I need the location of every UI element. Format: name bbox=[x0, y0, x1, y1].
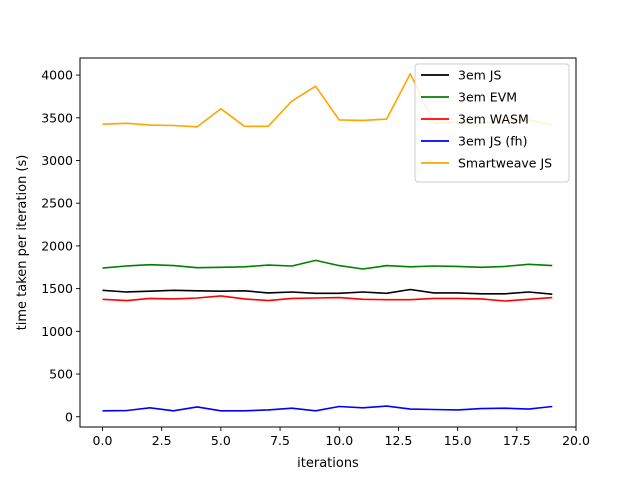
y-axis: 0 500 1000 1500 2000 2500 3000 3500 4000 bbox=[41, 68, 80, 424]
y-tick-label: 2500 bbox=[41, 196, 73, 211]
x-tick-label: 10.0 bbox=[325, 433, 353, 448]
x-axis-label: iterations bbox=[297, 456, 359, 471]
y-tick-label: 500 bbox=[49, 367, 73, 382]
y-tick-label: 4000 bbox=[41, 68, 73, 83]
legend: 3em JS 3em EVM 3em WASM 3em JS (fh) Smartwea… bbox=[414, 63, 570, 183]
y-tick-label: 2000 bbox=[41, 238, 73, 253]
x-tick-label: 5.0 bbox=[211, 433, 231, 448]
y-tick-label: 3000 bbox=[41, 153, 73, 168]
x-tick-label: 17.5 bbox=[503, 433, 531, 448]
x-tick-label: 2.5 bbox=[152, 433, 172, 448]
legend-label: Smartweave JS bbox=[458, 156, 552, 171]
legend-label: 3em WASM bbox=[458, 112, 529, 127]
y-axis-label: time taken per iteration (s) bbox=[15, 155, 30, 331]
y-tick-label: 0 bbox=[65, 409, 73, 424]
legend-box bbox=[414, 63, 570, 183]
x-tick-label: 12.5 bbox=[385, 433, 413, 448]
y-tick-label: 1500 bbox=[41, 281, 73, 296]
x-axis: 0.0 2.5 5.0 7.5 10.0 12.5 15.0 17.5 20.0 bbox=[93, 427, 590, 448]
legend-label: 3em JS (fh) bbox=[458, 134, 527, 149]
series-line-4 bbox=[102, 405, 553, 412]
y-tick-label: 1000 bbox=[41, 324, 73, 339]
x-tick-label: 20.0 bbox=[562, 433, 590, 448]
series-line-1 bbox=[102, 288, 553, 295]
legend-label: 3em EVM bbox=[458, 90, 517, 105]
y-tick-label: 3500 bbox=[41, 110, 73, 125]
plot-area-frame bbox=[79, 57, 577, 428]
x-tick-label: 15.0 bbox=[444, 433, 472, 448]
series-line-2 bbox=[102, 259, 553, 270]
legend-label: 3em JS bbox=[458, 68, 501, 83]
series-line-3 bbox=[102, 295, 553, 302]
x-tick-label: 7.5 bbox=[270, 433, 290, 448]
x-tick-label: 0.0 bbox=[93, 433, 113, 448]
